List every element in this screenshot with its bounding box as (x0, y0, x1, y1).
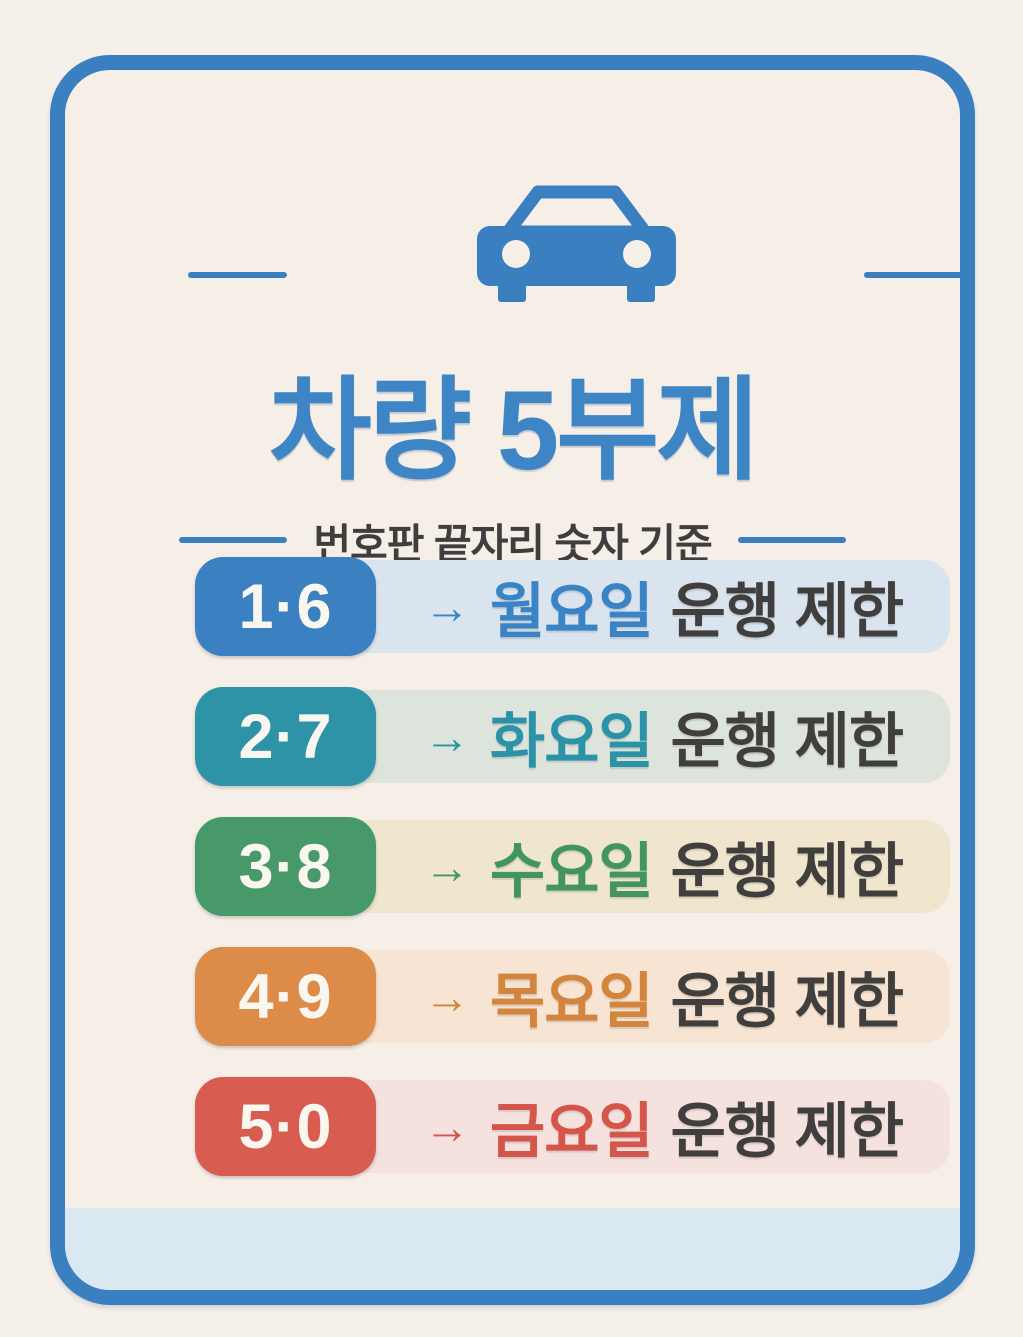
arrow-right-icon: → (424, 710, 470, 763)
row-restriction-label: 운행 제한 (670, 578, 904, 645)
car-divider-left (188, 272, 287, 278)
subtitle-divider-left (179, 537, 288, 543)
row-restriction-label: 운행 제한 (670, 968, 904, 1035)
poster-subtitle: 번호판 끝자리 숫자 기준 (313, 521, 712, 567)
row-day-label: 수요일 (490, 838, 654, 905)
row-restriction-label: 운행 제한 (670, 1098, 904, 1165)
plate-digits-badge: 5·0 (195, 1077, 376, 1176)
subtitle-row: 번호판 끝자리 숫자 기준 (65, 510, 960, 570)
plate-digits-badge: 2·7 (195, 687, 376, 786)
arrow-right-icon: → (424, 970, 470, 1023)
row-day-label: 월요일 (490, 578, 654, 645)
row-restriction-label: 운행 제한 (670, 708, 904, 775)
row-day-label: 목요일 (490, 968, 654, 1035)
poster-title: 차량 5부제 (268, 368, 760, 493)
row-restriction-label: 운행 제한 (670, 838, 904, 905)
plate-digits-badge: 1·6 (195, 557, 376, 656)
rotation-row-friday: → 금요일 운행 제한 5·0 (65, 1077, 960, 1176)
arrow-right-icon: → (424, 580, 470, 633)
rotation-row-monday: → 월요일 운행 제한 1·6 (65, 557, 960, 656)
arrow-right-icon: → (424, 1100, 470, 1153)
plate-digits-badge: 3·8 (195, 817, 376, 916)
rotation-row-tuesday: → 화요일 운행 제한 2·7 (65, 687, 960, 786)
poster-frame: 차량 5부제 번호판 끝자리 숫자 기준 → 월요일 운행 제한 1·6 → 화… (50, 55, 975, 1305)
car-icon (475, 182, 678, 306)
row-day-label: 화요일 (490, 708, 654, 775)
subtitle-divider-right (737, 537, 846, 543)
footer-band (65, 1208, 960, 1290)
rotation-row-thursday: → 목요일 운행 제한 4·9 (65, 947, 960, 1046)
plate-digits-badge: 4·9 (195, 947, 376, 1046)
row-day-label: 금요일 (490, 1098, 654, 1165)
rotation-row-wednesday: → 수요일 운행 제한 3·8 (65, 817, 960, 916)
car-divider-right (864, 272, 960, 278)
arrow-right-icon: → (424, 840, 470, 893)
